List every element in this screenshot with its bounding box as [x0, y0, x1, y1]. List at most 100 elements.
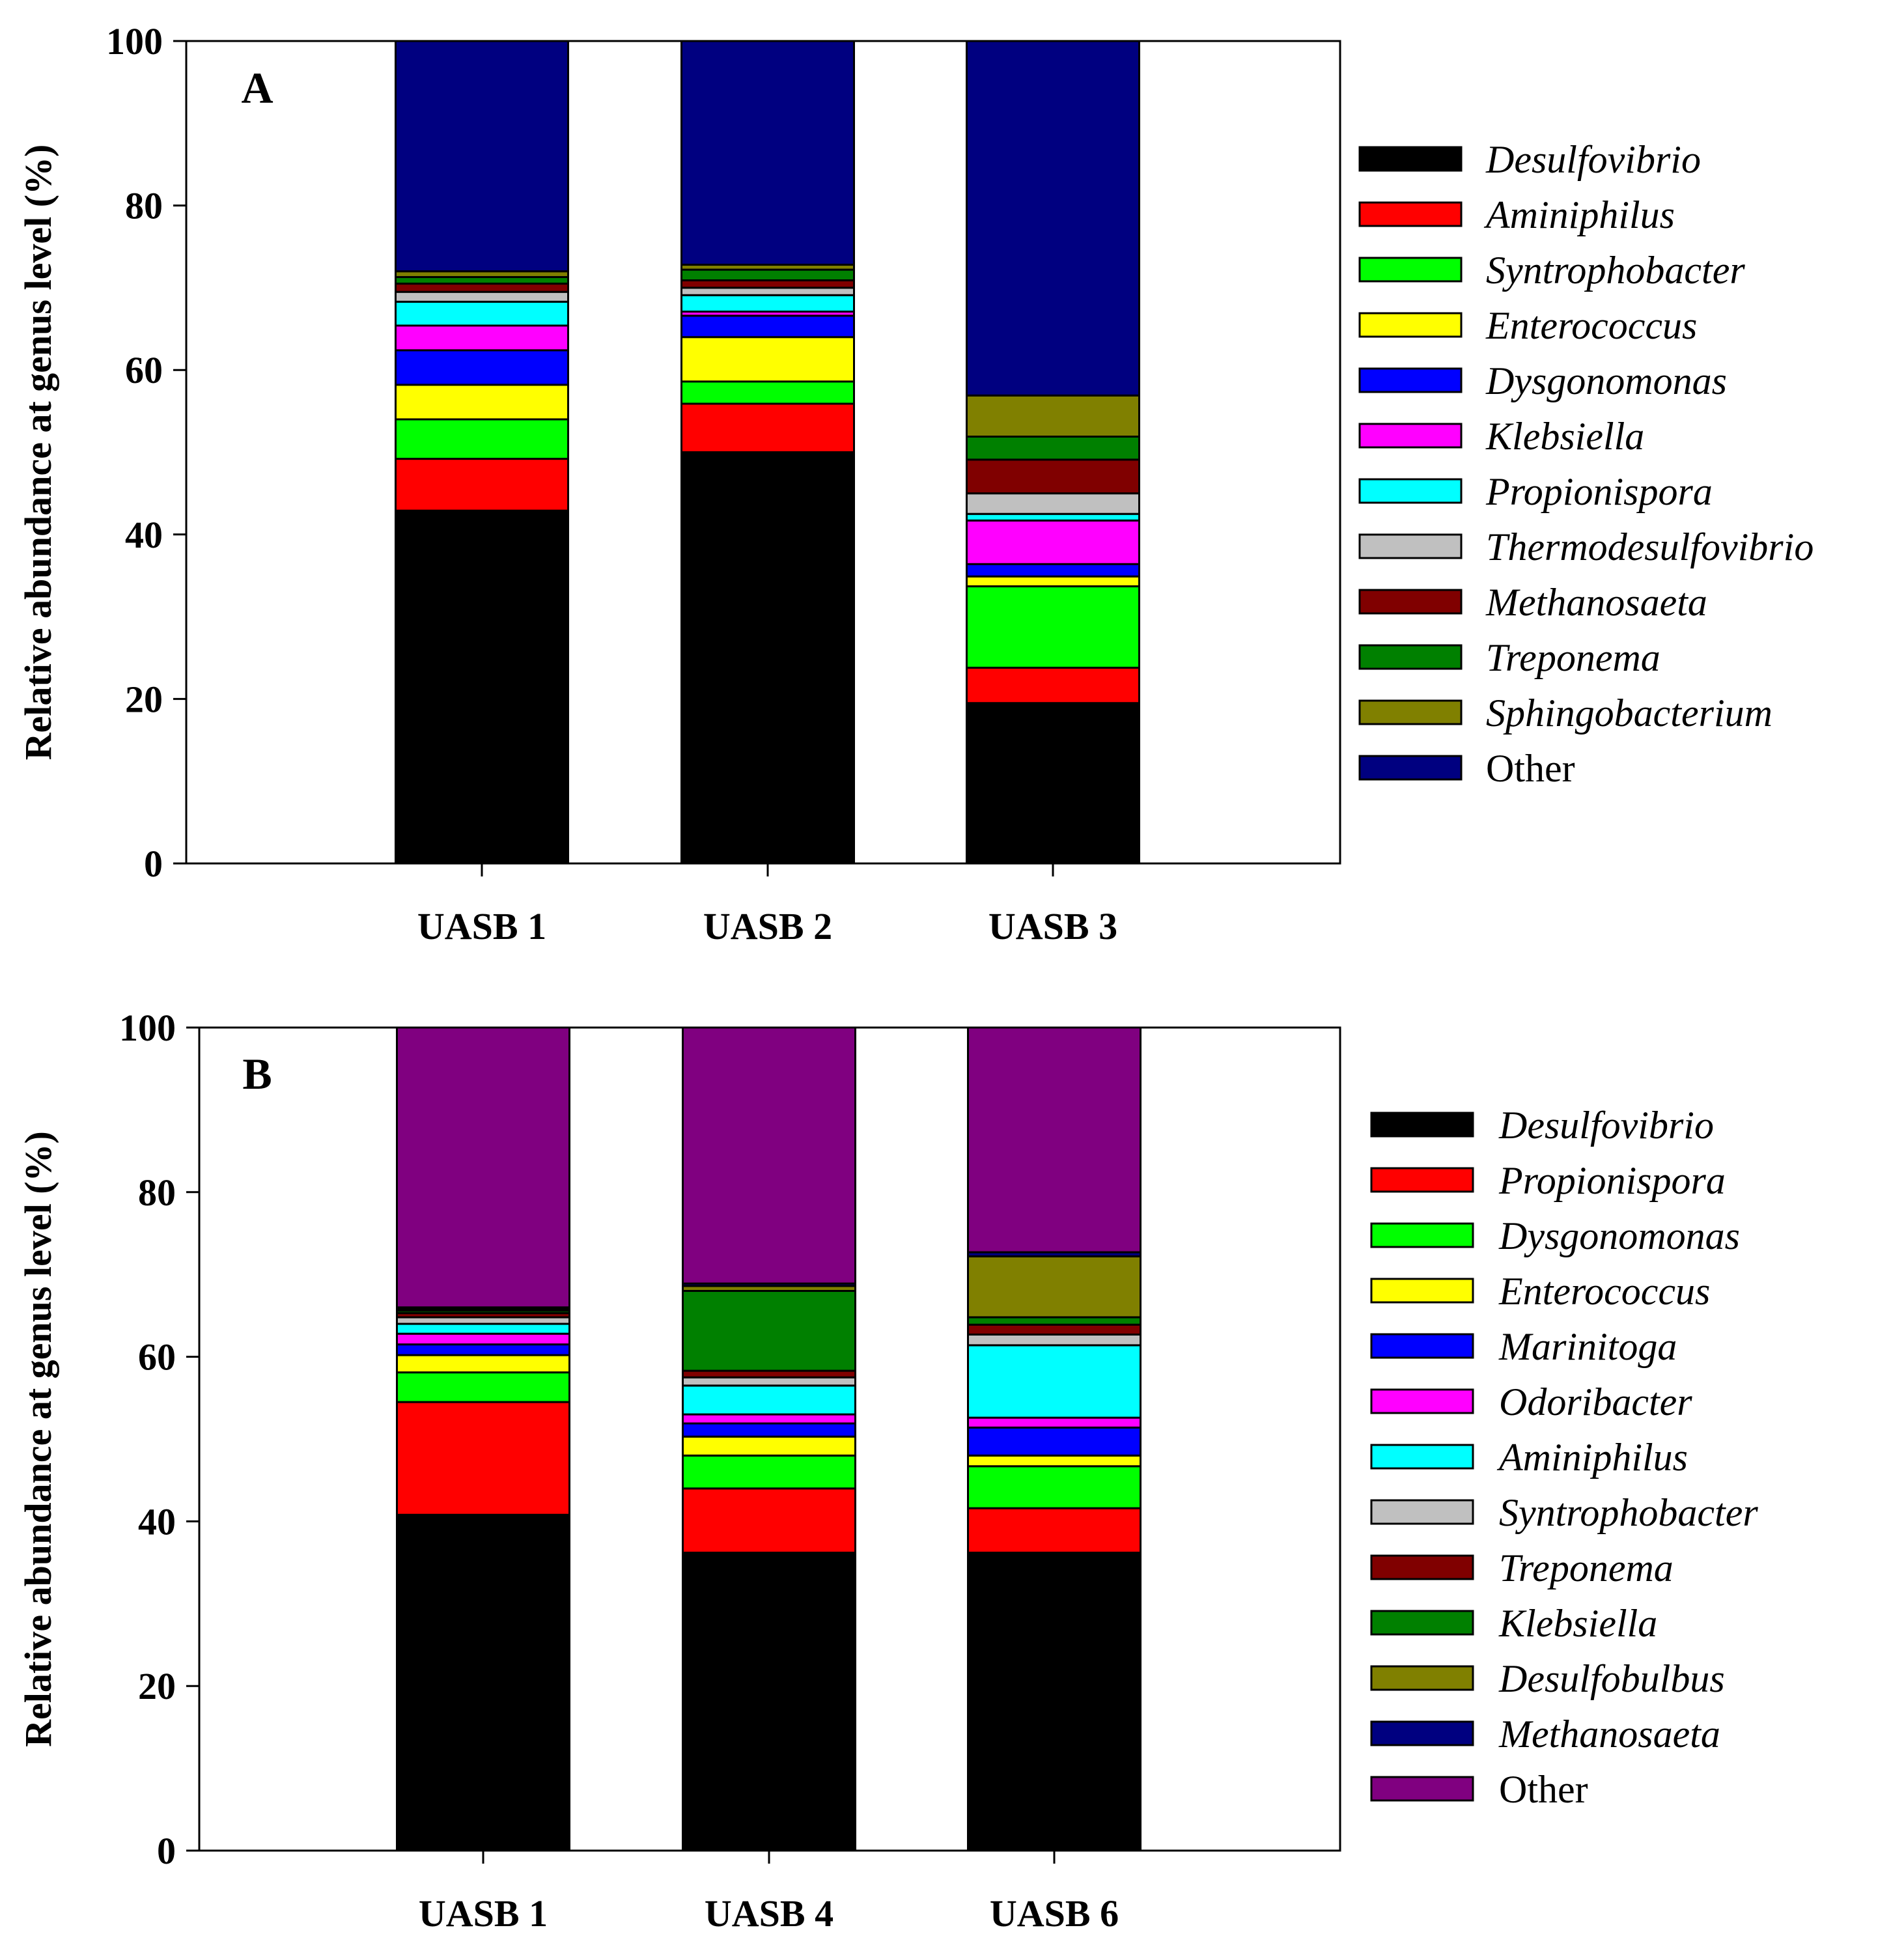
legend-label: Propionispora	[1485, 470, 1713, 513]
legend-label: Other	[1486, 747, 1575, 790]
legend-swatch	[1370, 1444, 1474, 1470]
bar-segment	[682, 1435, 856, 1457]
x-tick-label: UASB 1	[419, 1892, 548, 1935]
legend-label: Treponema	[1499, 1547, 1674, 1589]
legend-label: Sphingobacterium	[1486, 692, 1772, 735]
bar-segment	[680, 315, 855, 339]
legend-swatch	[1358, 257, 1463, 283]
bar-segment	[966, 585, 1140, 669]
legend-label: Other	[1499, 1768, 1588, 1811]
legend-swatch	[1370, 1167, 1474, 1193]
bar-segment	[396, 1343, 570, 1356]
bar-segment	[680, 402, 855, 453]
y-tick-label: 60	[125, 349, 163, 391]
legend-label: Klebsiella	[1498, 1602, 1657, 1645]
bar-segment	[680, 336, 855, 383]
x-tick-label: UASB 4	[705, 1892, 833, 1935]
bar-segment	[966, 492, 1140, 515]
legend-swatch	[1370, 1333, 1474, 1359]
plot-frame	[185, 40, 1341, 865]
bar-segment	[680, 268, 855, 282]
legend-label: Propionispora	[1498, 1159, 1726, 1202]
legend-label: Dysgonomonas	[1485, 359, 1727, 402]
bar-segment	[967, 1507, 1142, 1554]
bar-segment	[396, 1401, 570, 1516]
y-tick-label: 20	[125, 678, 163, 720]
legend: Desulfovibrio Propionispora Dysgonomonas En…	[1370, 1104, 1758, 1811]
legend-swatch	[1370, 1554, 1474, 1580]
x-tick-label: UASB 3	[988, 905, 1117, 947]
legend-swatch	[1358, 699, 1463, 725]
legend-swatch	[1358, 478, 1463, 504]
bar-segment	[682, 1454, 856, 1490]
bar-segment	[396, 1026, 570, 1309]
legend-label: Dysgonomonas	[1498, 1214, 1740, 1257]
bar-segment	[682, 1422, 856, 1438]
bar-segment	[966, 458, 1140, 495]
panel-b: 0 20 40 60 80 100 UASB 1 UASB 4 UASB 6 Relative a…	[17, 1007, 1758, 1935]
y-tick-label: 20	[138, 1665, 176, 1707]
legend-swatch	[1370, 1499, 1474, 1525]
panel-label: B	[242, 1049, 272, 1099]
y-tick-label: 60	[138, 1336, 176, 1379]
bar-segment	[680, 380, 855, 405]
legend-swatch	[1358, 201, 1463, 227]
bar-segment	[395, 384, 569, 421]
bar-segment	[396, 1332, 570, 1346]
bar-segment	[967, 1454, 1142, 1468]
x-tick-label: UASB 2	[703, 905, 832, 947]
legend-label: Enterococcus	[1498, 1270, 1710, 1313]
y-axis-label: Relative abundance at genus level (%)	[17, 145, 59, 761]
bar-segment	[967, 1416, 1142, 1429]
bar-segment	[682, 1487, 856, 1554]
bar-segment	[395, 300, 569, 327]
legend-label: Syntrophobacter	[1486, 249, 1745, 292]
legend-label: Methanosaeta	[1485, 581, 1707, 624]
legend-swatch	[1370, 1720, 1474, 1746]
bar-segment	[966, 512, 1140, 522]
legend-swatch	[1370, 1610, 1474, 1636]
bar-segment	[395, 275, 569, 285]
bar-segment	[967, 1344, 1142, 1419]
bar-segment	[966, 702, 1140, 865]
bar-segment	[680, 287, 855, 296]
y-tick-label: 40	[125, 514, 163, 556]
legend-label: Treponema	[1486, 636, 1660, 679]
legend-label: Thermodesulfovibrio	[1486, 525, 1814, 568]
bar-segment	[682, 1289, 856, 1372]
legend-label: Syntrophobacter	[1499, 1491, 1758, 1534]
bar-segment	[966, 575, 1140, 587]
y-tick-label: 0	[144, 843, 163, 885]
panel-a: 0 20 40 60 80 100 UASB 1 UASB 2 UASB 3 Relative a…	[17, 20, 1814, 947]
bar-segment	[680, 279, 855, 289]
legend-label: Odoribacter	[1499, 1380, 1692, 1423]
bar-segment	[682, 1384, 856, 1416]
bar-segment	[967, 1323, 1142, 1336]
bar-segment	[966, 436, 1140, 461]
bar-segment	[966, 666, 1140, 705]
legend-swatch	[1370, 1278, 1474, 1304]
legend-swatch	[1358, 312, 1463, 338]
panel-label: A	[241, 63, 273, 113]
bar-segment	[395, 324, 569, 352]
bar-segment	[682, 1369, 856, 1379]
legend-label: Aminiphilus	[1496, 1436, 1688, 1479]
legend-label: Desulfovibrio	[1498, 1104, 1714, 1147]
bar-segment	[396, 1371, 570, 1403]
bar-segment	[967, 1026, 1142, 1253]
legend-label: Desulfobulbus	[1498, 1657, 1725, 1700]
legend-swatch	[1358, 644, 1463, 670]
bar-segment	[395, 349, 569, 386]
legend-swatch	[1358, 533, 1463, 559]
bar-segment	[682, 1413, 856, 1425]
y-axis-label: Relative abundance at genus level (%)	[17, 1131, 59, 1747]
y-tick-label: 80	[138, 1171, 176, 1214]
y-tick-label: 80	[125, 185, 163, 227]
legend-swatch	[1370, 1388, 1474, 1414]
bar-segment	[680, 294, 855, 313]
bar-segment	[682, 1026, 856, 1285]
bar-segment	[395, 509, 569, 865]
bar-segment	[395, 40, 569, 273]
bar-segment	[966, 40, 1140, 397]
